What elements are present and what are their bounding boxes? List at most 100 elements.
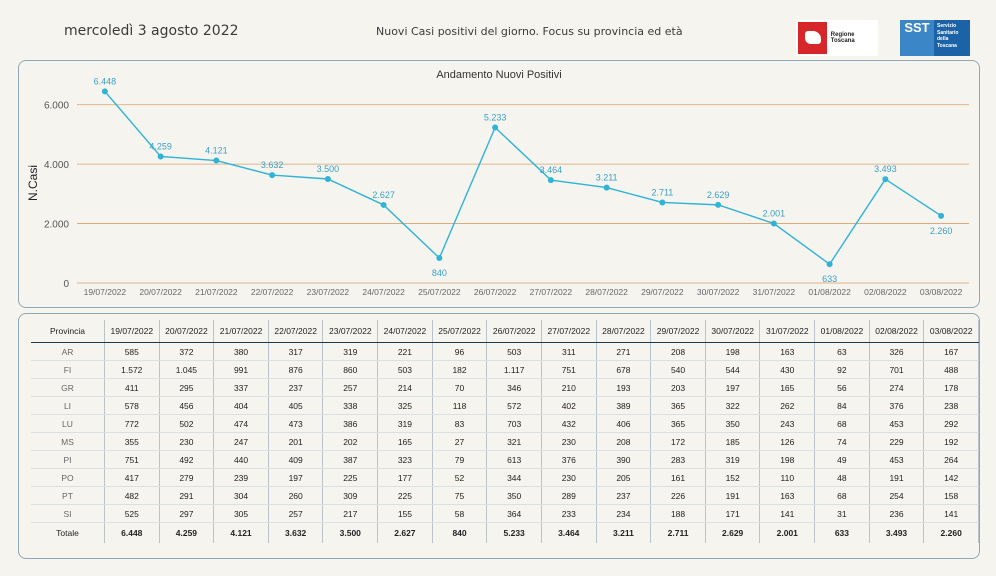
x-tick-label: 30/07/2022	[697, 287, 740, 297]
value-cell: 380	[213, 342, 269, 361]
value-cell: 840	[432, 522, 488, 543]
provincia-cell: Totale	[31, 522, 105, 543]
value-cell: 75	[432, 486, 488, 505]
column-header-date[interactable]: 19/07/2022	[104, 320, 160, 343]
value-cell: 191	[869, 468, 925, 487]
table-card: Provincia 19/07/2022 20/07/2022 21/07/2022 2…	[18, 313, 980, 559]
value-cell: 210	[541, 378, 597, 397]
value-cell: 1.572	[104, 360, 160, 379]
value-cell: 365	[650, 396, 706, 415]
value-cell: 142	[923, 468, 979, 487]
value-cell: 165	[759, 378, 816, 397]
column-header-date[interactable]: 31/07/2022	[759, 320, 816, 343]
column-header-provincia[interactable]: Provincia	[31, 320, 105, 343]
value-cell: 4.121	[213, 522, 269, 543]
value-cell: 193	[596, 378, 652, 397]
value-cell: 4.259	[159, 522, 215, 543]
value-cell: 440	[213, 450, 269, 469]
value-cell: 27	[432, 432, 488, 451]
value-cell: 260	[268, 486, 324, 505]
column-header-date[interactable]: 27/07/2022	[541, 320, 597, 343]
data-label: 4.259	[149, 141, 172, 151]
value-cell: 317	[268, 342, 324, 361]
value-cell: 365	[650, 414, 706, 433]
value-cell: 237	[268, 378, 324, 397]
table-row: PI 751 492 440 409 387 323 79 613 376 390 283 319 198…	[31, 450, 979, 469]
data-point	[101, 88, 108, 95]
value-cell: 386	[322, 414, 379, 433]
data-label: 2.711	[651, 187, 673, 197]
column-header-date[interactable]: 20/07/2022	[159, 320, 215, 343]
column-header-date[interactable]: 26/07/2022	[486, 320, 542, 343]
column-header-date[interactable]: 21/07/2022	[213, 320, 269, 343]
table-row: GR 411 295 337 237 257 214 70 346 210 193 203 197 165…	[31, 378, 979, 397]
value-cell: 208	[650, 342, 706, 361]
data-point	[659, 199, 666, 206]
column-header-date[interactable]: 01/08/2022	[814, 320, 870, 343]
x-tick-label: 29/07/2022	[641, 287, 684, 297]
value-cell: 305	[213, 504, 269, 523]
value-cell: 337	[213, 378, 269, 397]
value-cell: 2.627	[377, 522, 433, 543]
line-chart: Andamento Nuovi Positivi N.Casi 0 2.000 4.00…	[26, 69, 969, 297]
column-header-date[interactable]: 28/07/2022	[596, 320, 652, 343]
value-cell: 372	[159, 342, 215, 361]
value-cell: 751	[541, 360, 597, 379]
data-label: 3.211	[596, 173, 618, 183]
value-cell: 572	[486, 396, 542, 415]
chart-card: Andamento Nuovi Positivi N.Casi 0 2.000 4.00…	[18, 60, 980, 308]
column-header-date[interactable]: 25/07/2022	[432, 320, 488, 343]
value-cell: 172	[650, 432, 706, 451]
value-cell: 243	[759, 414, 816, 433]
column-header-date[interactable]: 03/08/2022	[923, 320, 979, 343]
value-cell: 350	[705, 414, 761, 433]
value-cell: 404	[213, 396, 269, 415]
value-cell: 58	[432, 504, 488, 523]
value-cell: 411	[104, 378, 160, 397]
value-cell: 161	[650, 468, 706, 487]
value-cell: 205	[596, 468, 652, 487]
data-label: 2.629	[707, 190, 730, 200]
value-cell: 703	[486, 414, 542, 433]
value-cell: 633	[814, 522, 870, 543]
column-header-date[interactable]: 24/07/2022	[377, 320, 433, 343]
column-header-date[interactable]: 23/07/2022	[322, 320, 379, 343]
value-cell: 319	[705, 450, 761, 469]
data-point	[547, 177, 554, 184]
value-cell: 203	[650, 378, 706, 397]
value-cell: 177	[377, 468, 433, 487]
value-cell: 262	[759, 396, 816, 415]
value-cell: 92	[814, 360, 870, 379]
value-cell: 772	[104, 414, 160, 433]
data-point	[715, 201, 722, 208]
value-cell: 68	[814, 414, 870, 433]
data-label: 4.121	[205, 146, 228, 156]
x-tick-label: 31/07/2022	[753, 287, 796, 297]
provincia-cell: LI	[31, 396, 105, 415]
value-cell: 197	[268, 468, 324, 487]
x-tick-label: 03/08/2022	[920, 287, 963, 297]
data-label: 3.493	[874, 164, 897, 174]
y-tick-label: 0	[63, 279, 69, 290]
data-point	[380, 201, 387, 208]
value-cell: 678	[596, 360, 652, 379]
column-header-date[interactable]: 02/08/2022	[869, 320, 925, 343]
value-cell: 492	[159, 450, 215, 469]
column-header-date[interactable]: 29/07/2022	[650, 320, 706, 343]
report-date: mercoledì 3 agosto 2022	[64, 23, 239, 39]
value-cell: 230	[541, 432, 597, 451]
value-cell: 96	[432, 342, 488, 361]
value-cell: 3.500	[322, 522, 379, 543]
value-cell: 279	[159, 468, 215, 487]
data-label: 840	[432, 268, 447, 278]
value-cell: 230	[541, 468, 597, 487]
value-cell: 188	[650, 504, 706, 523]
column-header-date[interactable]: 22/07/2022	[268, 320, 324, 343]
value-cell: 239	[213, 468, 269, 487]
data-point	[603, 184, 610, 191]
column-header-date[interactable]: 30/07/2022	[705, 320, 761, 343]
value-cell: 152	[705, 468, 761, 487]
value-cell: 376	[869, 396, 925, 415]
y-tick-label: 4.000	[44, 160, 69, 171]
